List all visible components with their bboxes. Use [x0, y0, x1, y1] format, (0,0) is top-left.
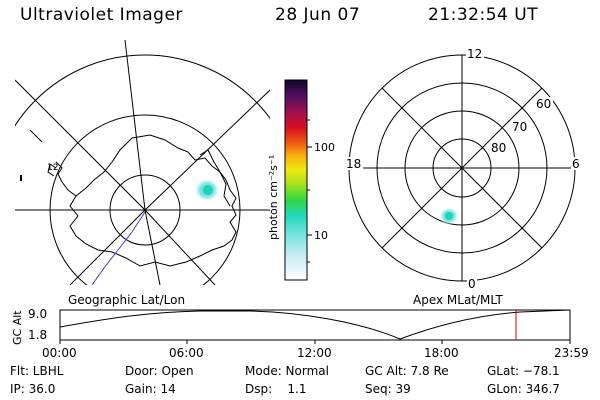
- lat-label-60: 60: [536, 97, 551, 111]
- colorbar: 100 10 photon cm⁻²s⁻¹: [267, 79, 335, 281]
- time-tick-label: 18:00: [424, 346, 459, 360]
- mlt-line-diagonal: [381, 87, 543, 249]
- colorbar-tick-10: 10: [314, 229, 328, 242]
- mlt-label-6: 6: [572, 157, 580, 171]
- lat-label-70: 70: [512, 120, 527, 134]
- altitude-ymax: 9.0: [28, 307, 47, 321]
- info-gc-alt: GC Alt: 7.8 Re: [365, 364, 449, 378]
- info-ip: IP: 36.0: [10, 382, 56, 396]
- mlt-label-0-bg: [467, 277, 477, 290]
- mlt-label-12: 12: [467, 47, 482, 61]
- info-glon: GLon: 346.7: [487, 382, 560, 396]
- colorbar-unit-label: photon cm⁻²s⁻¹: [267, 155, 280, 240]
- lat-label-80-bg: [490, 141, 508, 154]
- polar-aurora-core: [445, 212, 453, 220]
- altitude-ylabel: GC Alt: [11, 310, 24, 345]
- geo-mark-label: 12: [47, 163, 58, 173]
- info-glat: GLat: −78.1: [487, 364, 560, 378]
- polar-map-label: Apex MLat/MLT: [413, 293, 503, 307]
- geo-meridian: [124, 40, 146, 211]
- time-tick-label: 06:00: [169, 346, 204, 360]
- geo-meridian: [69, 209, 146, 285]
- app-title: Ultraviolet Imager: [20, 5, 183, 25]
- colorbar-tick-100: 100: [314, 141, 335, 154]
- geo-meridian: [144, 209, 216, 285]
- mlt-label-18-bg: [345, 157, 363, 170]
- continent-fragment: [199, 149, 231, 207]
- altitude-plot: GC Alt 9.0 1.8: [11, 307, 571, 345]
- info-door: Door: Open: [125, 364, 194, 378]
- lat-label-70-bg: [511, 120, 529, 133]
- time-tick-label: 12:00: [297, 346, 332, 360]
- info-mode: Mode: Normal: [245, 364, 329, 378]
- geo-edge-tick: [20, 175, 22, 181]
- geo-meridian: [15, 79, 146, 211]
- antarctic-peninsula: [55, 161, 77, 197]
- antarctica-coastline: [69, 134, 237, 267]
- altitude-curve: [59, 309, 571, 340]
- time-tick-label: 23:59: [554, 346, 589, 360]
- mlt-label-6-bg: [571, 157, 581, 170]
- geo-lat-circle: [15, 54, 270, 127]
- date-label: 28 Jun 07: [275, 5, 361, 25]
- polar-map: [348, 54, 576, 282]
- spacecraft-track: [91, 211, 146, 285]
- colorbar-scale: [284, 79, 308, 281]
- lat-label-60-bg: [535, 97, 553, 110]
- geo-map-label: Geographic Lat/Lon: [68, 293, 186, 307]
- mlt-label-0: 0: [468, 277, 476, 291]
- geo-meridian: [144, 209, 161, 285]
- lat-label-80: 80: [491, 141, 506, 155]
- time-tick-label: 00:00: [42, 346, 77, 360]
- altitude-ymin: 1.8: [28, 328, 47, 342]
- mlt-label-12-bg: [466, 47, 484, 60]
- geo-aurora-core: [203, 185, 213, 195]
- info-dsp: Dsp: 1.1: [245, 382, 307, 396]
- info-flt: Flt: LBHL: [10, 364, 64, 378]
- geographic-map: [15, 40, 270, 285]
- time-label: 21:32:54 UT: [428, 5, 539, 25]
- south-america-coastline: [29, 129, 57, 177]
- info-seq: Seq: 39: [365, 382, 411, 396]
- info-gain: Gain: 14: [125, 382, 176, 396]
- mlt-label-18: 18: [346, 157, 361, 171]
